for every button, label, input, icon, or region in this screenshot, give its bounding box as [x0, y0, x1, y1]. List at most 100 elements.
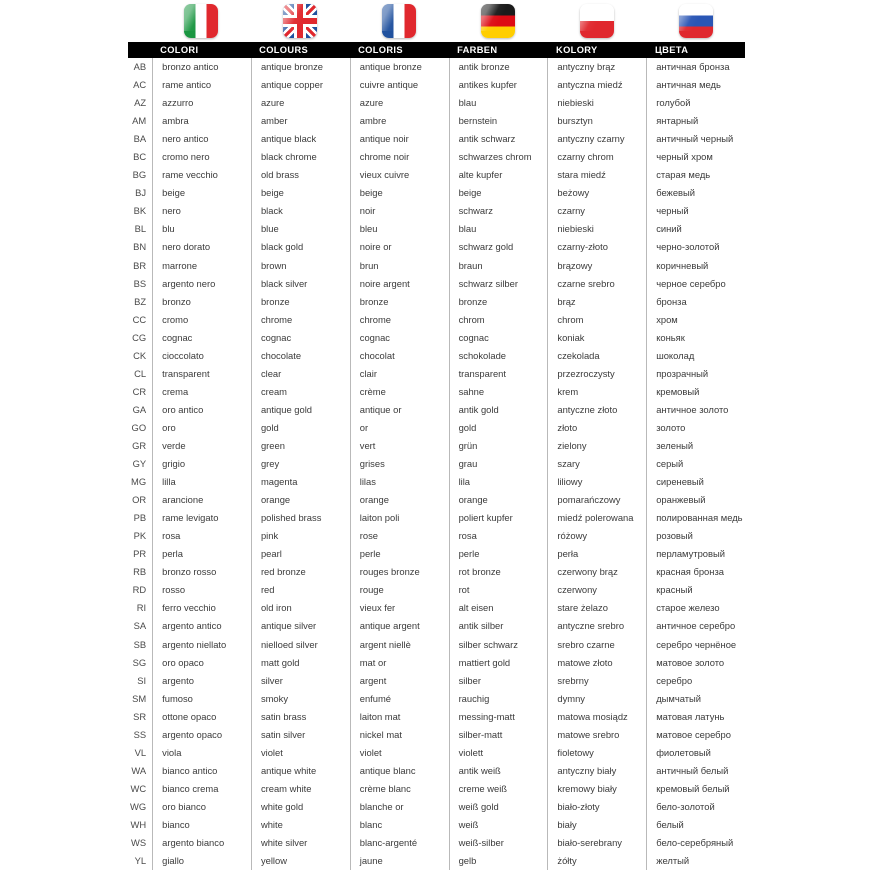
- color-code-cell: CG: [132, 331, 147, 343]
- color-name-cell-russian: золото: [646, 418, 745, 437]
- color-name-cell-german: blau: [448, 94, 548, 113]
- color-code-cell: CC: [132, 313, 147, 325]
- color-name-cell-italian: bronzo rosso: [152, 563, 251, 582]
- color-name-cell-french: clair: [349, 364, 449, 383]
- color-name-cell-russian: черный: [646, 202, 745, 221]
- color-name-cell-polish: perła: [547, 545, 646, 564]
- table-row: RI ferro vecchio old iron vieux fer alt eise…: [128, 599, 745, 618]
- color-name-cell-german: mattiert gold: [448, 653, 548, 672]
- table-row: AM ambra amber ambre bernstein bursztyn янтарн…: [128, 112, 745, 131]
- color-name-cell-polish: złoto: [547, 418, 646, 437]
- color-name-cell-russian: серый: [646, 455, 745, 474]
- color-name-cell-italian: bianco antico: [152, 761, 251, 780]
- color-name-cell-polish: antyczny biały: [547, 761, 646, 780]
- color-name-cell-french: chrome: [349, 310, 449, 329]
- color-name-cell-russian: старое железо: [646, 599, 745, 618]
- color-name-cell-italian: azzurro: [152, 94, 251, 113]
- flag-cell-russian: [646, 0, 745, 42]
- color-name-cell-french: crème blanc: [349, 779, 449, 798]
- color-name-cell-italian: blu: [152, 220, 251, 239]
- color-name-cell-english: magenta: [250, 473, 350, 492]
- table-row: CL transparent clear clair transparent przezr…: [128, 364, 745, 383]
- color-name-cell-english: antique silver: [250, 617, 350, 636]
- color-code-cell: SB: [133, 638, 147, 650]
- color-name-cell-italian: rame antico: [152, 76, 251, 95]
- color-name-cell-polish: zielony: [547, 436, 646, 456]
- table-row: SA argento antico antique silver antique ar…: [128, 617, 745, 636]
- color-name-cell-polish: niebieski: [547, 220, 646, 239]
- color-name-cell-german: bronze: [448, 292, 548, 311]
- color-name-cell-german: rot: [448, 581, 548, 600]
- color-name-cell-polish: krem: [547, 382, 646, 401]
- color-name-cell-italian: marrone: [152, 256, 251, 275]
- color-name-cell-italian: cioccolato: [152, 346, 251, 365]
- color-code-cell: BL: [134, 223, 147, 235]
- color-code-cell: GY: [132, 458, 147, 470]
- color-name-cell-russian: кремовый: [646, 382, 745, 401]
- color-code-cell: SA: [133, 620, 147, 632]
- color-name-cell-polish: czarny-złoto: [547, 238, 646, 257]
- color-code-cell: PR: [133, 548, 147, 560]
- color-name-cell-english: white gold: [250, 797, 350, 816]
- color-name-cell-english: silver: [250, 671, 350, 690]
- color-name-cell-french: grises: [349, 455, 449, 474]
- table-row: BG rame vecchio old brass vieux cuivre alte …: [128, 166, 745, 185]
- column-header-english: COLOURS: [259, 45, 309, 55]
- color-name-cell-german: rosa: [448, 527, 548, 546]
- color-name-cell-german: antik gold: [448, 400, 548, 419]
- color-name-cell-russian: коричневый: [646, 256, 745, 275]
- color-code-cell: BJ: [135, 187, 147, 199]
- color-name-cell-polish: antyczne srebro: [547, 617, 646, 636]
- color-name-cell-italian: argento antico: [152, 617, 251, 636]
- color-name-cell-russian: синий: [646, 220, 745, 239]
- color-name-cell-german: alt eisen: [448, 599, 548, 618]
- flag-poland-icon: [579, 4, 614, 38]
- color-name-cell-english: azure: [250, 94, 350, 113]
- color-name-cell-german: antik bronze: [448, 58, 548, 77]
- color-name-cell-english: bronze: [250, 292, 350, 311]
- color-name-cell-english: antique black: [250, 130, 350, 149]
- color-name-cell-french: vieux cuivre: [349, 166, 449, 185]
- color-name-cell-polish: antyczny czarny: [547, 130, 646, 149]
- color-code-cell: SM: [132, 692, 147, 704]
- table-row: AC rame antico antique copper cuivre antiqu…: [128, 76, 745, 95]
- table-row: SG oro opaco matt gold mat or mattiert gold m…: [128, 653, 745, 672]
- color-name-cell-polish: czerwony brąz: [547, 563, 646, 582]
- color-name-cell-english: beige: [250, 184, 350, 203]
- color-name-cell-english: black silver: [250, 274, 350, 293]
- table-row: WG oro bianco white gold blanche or weiß gol…: [128, 797, 745, 816]
- language-flag-strip: [128, 0, 745, 42]
- color-name-cell-polish: stara miedź: [547, 166, 646, 185]
- flag-cell-italian: [152, 0, 251, 42]
- table-row: BJ beige beige beige beige beżowy бежевый: [128, 184, 745, 203]
- color-name-cell-russian: черно-золотой: [646, 238, 745, 257]
- color-name-cell-french: cognac: [349, 328, 449, 347]
- color-code-cell: BZ: [134, 295, 147, 307]
- color-name-cell-italian: argento: [152, 671, 251, 690]
- color-name-cell-english: yellow: [250, 852, 350, 871]
- color-name-cell-italian: transparent: [152, 364, 251, 383]
- flag-cell-polish: [547, 0, 646, 42]
- color-name-cell-german: silber: [448, 671, 548, 690]
- color-name-cell-polish: niebieski: [547, 94, 646, 113]
- color-name-cell-english: blue: [250, 220, 350, 239]
- column-header-french: COLORIS: [358, 45, 403, 55]
- color-name-cell-italian: rosso: [152, 581, 251, 600]
- color-name-cell-polish: bursztyn: [547, 112, 646, 131]
- color-code-cell: RB: [133, 566, 147, 578]
- table-row: YL giallo yellow jaune gelb żółty желтый: [128, 852, 745, 871]
- color-name-cell-polish: czarny chrom: [547, 148, 646, 167]
- color-name-cell-english: satin brass: [250, 707, 350, 726]
- color-name-cell-russian: оранжевый: [646, 491, 745, 510]
- color-name-cell-english: polished brass: [250, 509, 350, 528]
- color-name-cell-french: perle: [349, 545, 449, 564]
- color-code-cell: CK: [133, 349, 147, 361]
- color-code-cell: WC: [130, 782, 147, 794]
- color-name-cell-italian: oro: [152, 418, 251, 437]
- color-name-cell-polish: biało-złoty: [547, 797, 646, 816]
- table-row: CC cromo chrome chrome chrom chrom хром: [128, 310, 745, 329]
- color-name-cell-russian: голубой: [646, 94, 745, 113]
- color-name-cell-russian: бело-золотой: [646, 797, 745, 816]
- table-row: CG cognac cognac cognac cognac koniak коньяк: [128, 328, 745, 347]
- color-name-cell-german: blau: [448, 220, 548, 239]
